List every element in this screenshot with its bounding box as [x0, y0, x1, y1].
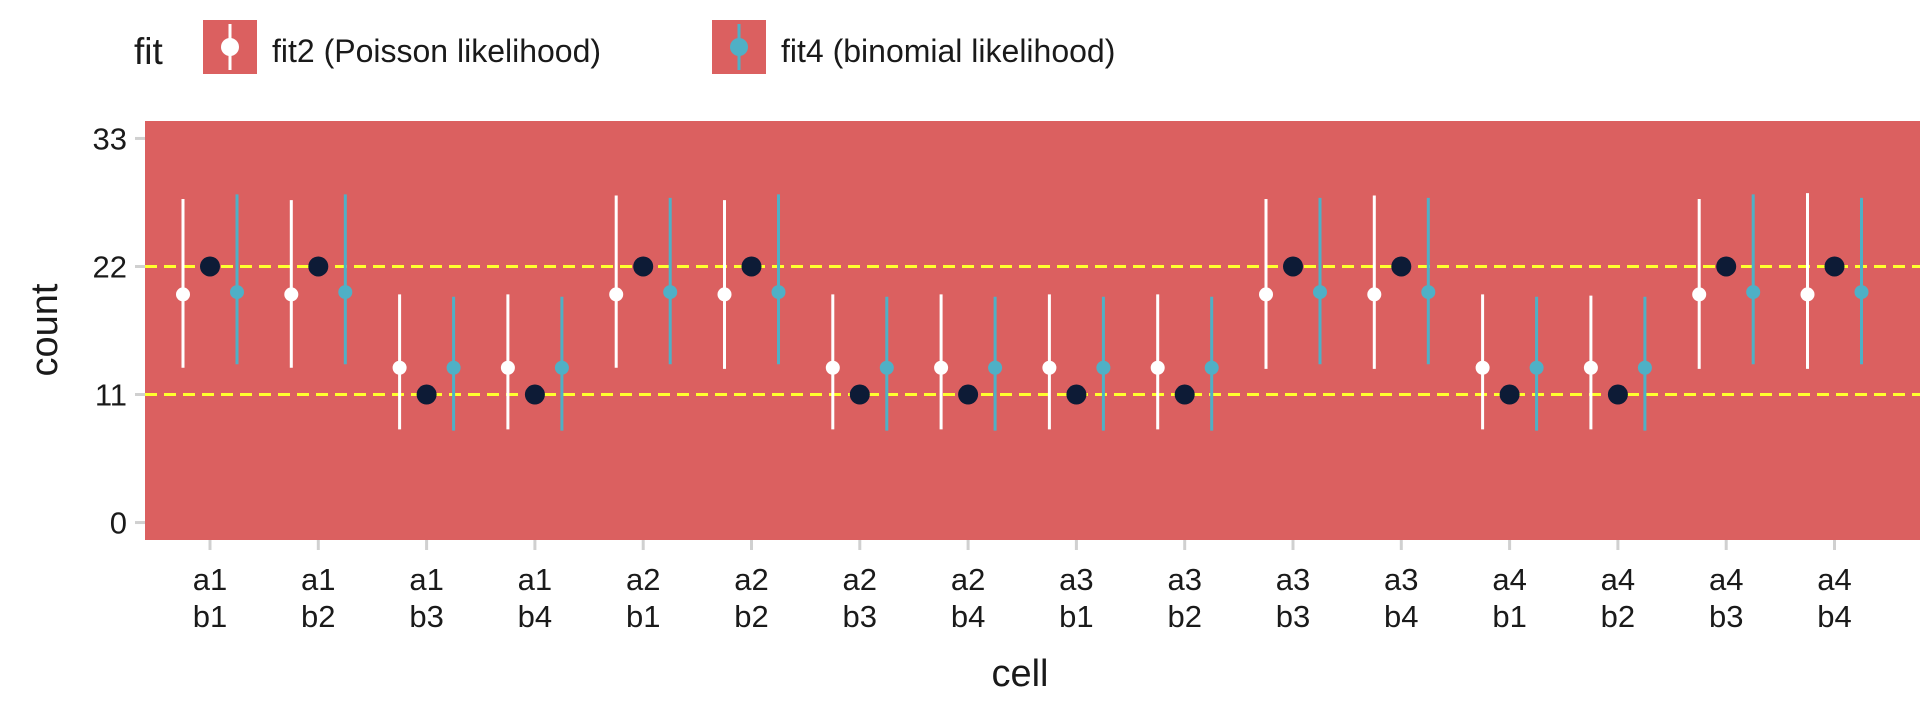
observed-point-a3b2 — [1174, 384, 1195, 405]
plot-panel — [145, 121, 1920, 540]
point-fit4-a4b2 — [1637, 360, 1652, 375]
point-fit4-a4b1 — [1529, 360, 1544, 375]
x-tick-label-a4b1: a4 b1 — [1492, 562, 1526, 634]
point-fit2-a4b3 — [1692, 287, 1707, 302]
point-fit4-a1b2 — [338, 285, 353, 300]
reference-lines — [145, 264, 1920, 397]
x-tick-label-a2b3: a2 b3 — [843, 562, 877, 634]
y-tick-label-0: 0 — [110, 506, 127, 541]
observed-point-a3b1 — [1066, 384, 1087, 405]
point-fit4-a3b1 — [1096, 360, 1111, 375]
x-tick-label-a2b1: a2 b1 — [626, 562, 660, 634]
point-fit2-a2b3 — [825, 360, 840, 375]
x-tick-label-a4b2: a4 b2 — [1601, 562, 1635, 634]
x-tick-label-a4b3: a4 b3 — [1709, 562, 1743, 634]
point-fit2-a3b4 — [1367, 287, 1382, 302]
y-tick-label-33: 33 — [93, 121, 127, 156]
point-fit2-a1b2 — [284, 287, 299, 302]
observed-point-a2b1 — [633, 256, 654, 277]
point-fit4-a2b4 — [988, 360, 1003, 375]
y-tick-label-22: 22 — [93, 249, 127, 284]
legend-key-fit2-point — [221, 38, 239, 56]
x-tick-label-a1b1: a1 b1 — [193, 562, 227, 634]
observed-point-a3b3 — [1283, 256, 1303, 277]
x-tick-label-a1b2: a1 b2 — [301, 562, 335, 634]
point-fit2-a3b1 — [1042, 360, 1057, 375]
x-tick-label-a4b4: a4 b4 — [1817, 562, 1851, 634]
legend-label-fit2: fit2 (Poisson likelihood) — [272, 33, 601, 69]
observed-point-a2b4 — [958, 384, 979, 405]
point-fit4-a3b3 — [1313, 285, 1327, 300]
x-tick-label-a1b4: a1 b4 — [518, 562, 552, 634]
y-axis-title: count — [24, 283, 66, 376]
x-tick-label-a3b1: a3 b1 — [1059, 562, 1093, 634]
point-fit4-a4b3 — [1746, 285, 1761, 300]
x-tick-label-a1b3: a1 b3 — [409, 562, 443, 634]
legend-label-fit4: fit4 (binomial likelihood) — [781, 33, 1115, 69]
point-fit4-a1b3 — [446, 360, 461, 375]
observed-point-a2b2 — [741, 256, 762, 277]
point-fit4-a1b1 — [230, 285, 244, 300]
point-fit2-a4b1 — [1475, 360, 1490, 375]
x-axis: a1 b1 a1 b2 a1 b3 a1 b4 a2 b1 a2 b2 a2 b3 a2 b4 a3 b1 a3 b2… — [193, 540, 1852, 634]
point-fit2-a3b3 — [1259, 287, 1273, 302]
chart-marks — [176, 193, 1869, 431]
point-fit4-a2b1 — [663, 285, 678, 300]
observed-point-a1b4 — [524, 384, 545, 405]
point-fit2-a3b2 — [1150, 360, 1165, 375]
x-tick-label-a3b2: a3 b2 — [1167, 562, 1201, 634]
point-fit2-a2b2 — [717, 287, 732, 302]
point-fit4-a4b4 — [1854, 285, 1869, 300]
observed-point-a3b4 — [1391, 256, 1412, 277]
observed-point-a4b1 — [1499, 384, 1520, 405]
observed-point-a4b3 — [1716, 256, 1737, 277]
point-fit4-a3b2 — [1204, 360, 1219, 375]
point-fit4-a2b3 — [879, 360, 894, 375]
legend-key-fit4-point — [730, 38, 748, 56]
observed-point-a1b1 — [200, 256, 220, 277]
point-fit2-a1b1 — [176, 287, 190, 302]
y-tick-label-11: 11 — [95, 378, 127, 413]
x-tick-label-a2b2: a2 b2 — [734, 562, 768, 634]
observed-point-a4b4 — [1824, 256, 1845, 277]
point-fit2-a4b2 — [1583, 360, 1598, 375]
point-fit2-a2b1 — [609, 287, 624, 302]
x-tick-label-a2b4: a2 b4 — [951, 562, 985, 634]
legend-item-fit2: fit2 (Poisson likelihood) — [203, 20, 601, 74]
legend: fit fit2 (Poisson likelihood) fit4 (bino… — [134, 20, 1115, 74]
observed-point-a1b2 — [308, 256, 329, 277]
point-fit2-a4b4 — [1800, 287, 1815, 302]
x-tick-label-a3b3: a3 b3 — [1276, 562, 1310, 634]
observed-point-a2b3 — [849, 384, 870, 405]
y-axis: 0 11 22 33 — [93, 121, 145, 541]
point-fit2-a1b4 — [500, 360, 515, 375]
point-fit4-a2b2 — [771, 285, 786, 300]
observed-point-a1b3 — [416, 384, 437, 405]
point-fit2-a1b3 — [392, 360, 407, 375]
point-fit4-a3b4 — [1421, 285, 1436, 300]
legend-title: fit — [134, 31, 164, 72]
observed-point-a4b2 — [1607, 384, 1628, 405]
point-fit4-a1b4 — [554, 360, 569, 375]
point-fit2-a2b4 — [934, 360, 949, 375]
x-axis-title: cell — [991, 653, 1048, 695]
x-tick-label-a3b4: a3 b4 — [1384, 562, 1418, 634]
legend-item-fit4: fit4 (binomial likelihood) — [712, 20, 1115, 74]
